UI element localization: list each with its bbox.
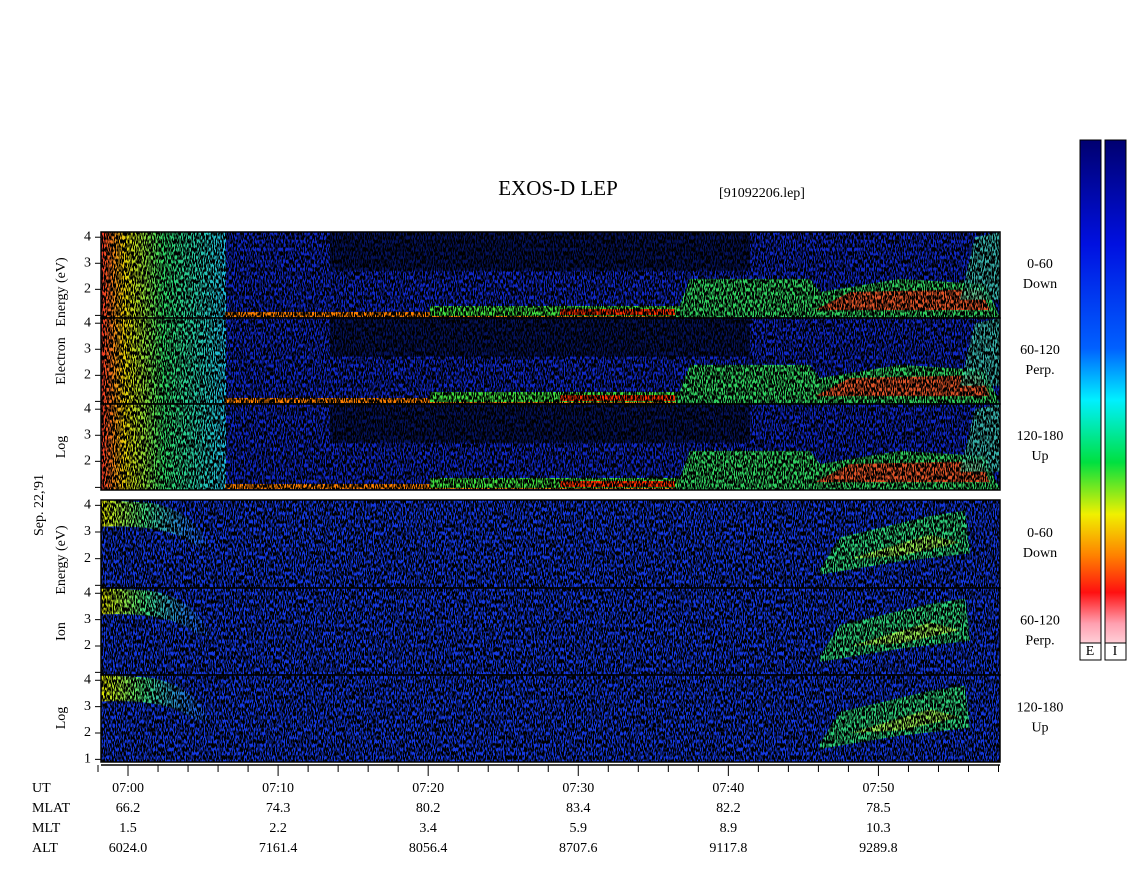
panel-direction-label: Down	[1023, 546, 1057, 561]
spectrogram-panel	[101, 404, 1000, 490]
y-axis-label: Electron	[54, 337, 69, 384]
orbit-value: 8707.6	[559, 841, 598, 856]
y-tick-label: 3	[84, 699, 91, 714]
y-tick-label: 3	[84, 255, 91, 270]
orbit-value: 74.3	[266, 801, 291, 816]
orbit-value: 80.2	[416, 801, 441, 816]
orbit-value: 66.2	[116, 801, 141, 816]
orbit-value: 83.4	[566, 801, 591, 816]
spectrogram-image	[101, 318, 1000, 404]
y-tick-label: 2	[84, 638, 91, 653]
y-tick-label: 4	[84, 229, 91, 244]
chart-subtitle: [91092206.lep]	[719, 186, 805, 201]
orbit-value: 82.2	[716, 801, 741, 816]
colorbar-label-box	[1079, 642, 1102, 661]
colorbar-label: E	[1086, 644, 1095, 659]
orbit-value: 8056.4	[409, 841, 448, 856]
spectrogram-panel	[101, 500, 1000, 588]
y-tick-label: 3	[84, 341, 91, 356]
spectrogram-noise	[101, 500, 1000, 588]
orbit-value: 78.5	[866, 801, 891, 816]
orbit-value: 1.5	[119, 821, 137, 836]
orbit-row-label: ALT	[32, 841, 58, 856]
x-tick-label: 07:00	[112, 781, 144, 796]
panel-direction-label: Down	[1023, 277, 1057, 292]
orbit-value: 3.4	[419, 821, 437, 836]
panel-direction-label: Up	[1031, 721, 1048, 736]
y-axis-label: Energy (eV)	[54, 257, 69, 327]
orbit-row-label: MLAT	[32, 801, 71, 816]
y-axis-label: Log	[54, 707, 69, 730]
orbit-value: 7161.4	[259, 841, 298, 856]
y-tick-label: 4	[84, 585, 91, 600]
y-axis-label: Ion	[54, 622, 69, 641]
panel-angle-label: 0-60	[1027, 526, 1053, 541]
x-tick-label: 07:10	[262, 781, 294, 796]
panel-angle-label: 120-180	[1017, 701, 1064, 716]
colorbar-label: I	[1113, 644, 1118, 659]
spectrogram-panel	[101, 232, 1000, 318]
orbit-value: 5.9	[570, 821, 588, 836]
panel-direction-label: Perp.	[1025, 634, 1054, 649]
spectrogram-image	[101, 588, 1000, 675]
spectrogram-noise	[101, 675, 1000, 762]
panel-direction-label: Perp.	[1025, 363, 1054, 378]
y-tick-label: 2	[84, 454, 91, 469]
spectrogram-noise	[101, 232, 1000, 318]
y-tick-label: 2	[84, 551, 91, 566]
y-tick-label: 4	[84, 401, 91, 416]
y-tick-label: 3	[84, 612, 91, 627]
y-tick-label: 4	[84, 315, 91, 330]
chart-title: EXOS-D LEP	[498, 176, 618, 200]
x-tick-label: 07:30	[562, 781, 594, 796]
colorbar-label-box	[1104, 642, 1127, 661]
panel-angle-label: 60-120	[1020, 343, 1060, 358]
colorbar	[1104, 139, 1127, 661]
spectrogram-noise	[101, 588, 1000, 675]
spectrogram-panel	[101, 675, 1000, 762]
y-tick-label: 3	[84, 427, 91, 442]
orbit-value: 10.3	[866, 821, 891, 836]
spectrogram-panel	[101, 318, 1000, 404]
spectrogram-noise	[101, 318, 1000, 404]
panel-angle-label: 60-120	[1020, 614, 1060, 629]
orbit-value: 9289.8	[859, 841, 898, 856]
x-tick-label: 07:20	[412, 781, 444, 796]
y-tick-label: 4	[84, 498, 91, 513]
spectrogram-image	[101, 404, 1000, 490]
x-tick-label: 07:40	[712, 781, 744, 796]
orbit-value: 2.2	[269, 821, 287, 836]
panel-frame	[100, 674, 1001, 763]
y-tick-label: 3	[84, 524, 91, 539]
spectrogram-image	[101, 232, 1000, 318]
x-tick-label: 07:50	[862, 781, 894, 796]
y-tick-label: 2	[84, 725, 91, 740]
y-tick-label: 2	[84, 282, 91, 297]
colorbar	[1079, 139, 1102, 661]
panel-frame	[100, 403, 1001, 491]
orbit-row-label: MLT	[32, 821, 61, 836]
y-axis-label: Log	[54, 436, 69, 459]
panel-angle-label: 0-60	[1027, 257, 1053, 272]
y-tick-label: 1	[84, 752, 91, 767]
spectrogram-image	[101, 500, 1000, 588]
orbit-value: 6024.0	[109, 841, 148, 856]
orbit-value: 9117.8	[709, 841, 747, 856]
spectrogram-panel	[101, 588, 1000, 675]
y-axis-label: Energy (eV)	[54, 525, 69, 595]
orbit-row-label: UT	[32, 781, 51, 796]
date-label: Sep. 22,'91	[32, 474, 47, 536]
panel-direction-label: Up	[1031, 449, 1048, 464]
panel-angle-label: 120-180	[1017, 429, 1064, 444]
y-tick-label: 4	[84, 672, 91, 687]
spectrogram-noise	[101, 404, 1000, 490]
spectrogram-image	[101, 675, 1000, 762]
orbit-value: 8.9	[720, 821, 738, 836]
y-tick-label: 2	[84, 368, 91, 383]
